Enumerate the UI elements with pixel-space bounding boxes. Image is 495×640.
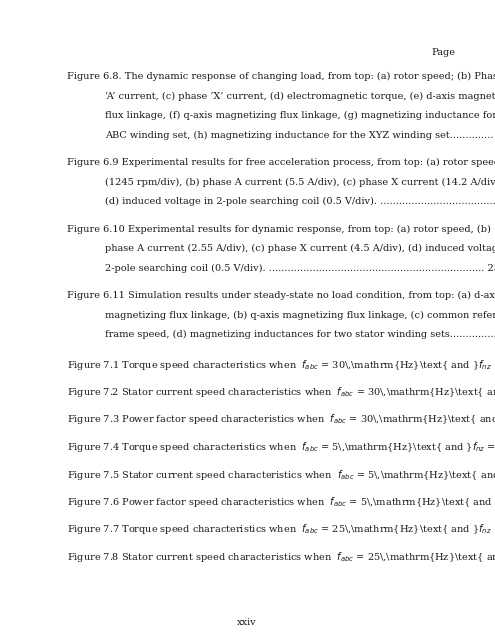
Text: flux linkage, (f) q-axis magnetizing flux linkage, (g) magnetizing inductance fo: flux linkage, (f) q-axis magnetizing flu… [105,111,495,120]
Text: Figure 7.4 Torque speed characteristics when  $f_{abc}$ = 5\,\mathrm{Hz}\text{ a: Figure 7.4 Torque speed characteristics … [67,440,495,454]
Text: ‘A’ current, (c) phase ‘X’ current, (d) electromagnetic torque, (e) d-axis magne: ‘A’ current, (c) phase ‘X’ current, (d) … [105,92,495,101]
Text: xxiv: xxiv [237,618,257,627]
Text: Figure 6.8. The dynamic response of changing load, from top: (a) rotor speed; (b: Figure 6.8. The dynamic response of chan… [67,72,495,81]
Text: Figure 6.9 Experimental results for free acceleration process, from top: (a) rot: Figure 6.9 Experimental results for free… [67,158,495,167]
Text: Page: Page [431,48,455,57]
Text: Figure 7.3 Power factor speed characteristics when  $f_{abc}$ = 30\,\mathrm{Hz}\: Figure 7.3 Power factor speed characteri… [67,413,495,426]
Text: (d) induced voltage in 2-pole searching coil (0.5 V/div). ......................: (d) induced voltage in 2-pole searching … [105,197,495,206]
Text: Figure 6.10 Experimental results for dynamic response, from top: (a) rotor speed: Figure 6.10 Experimental results for dyn… [67,225,491,234]
Text: Figure 7.8 Stator current speed characteristics when  $f_{abc}$ = 25\,\mathrm{Hz: Figure 7.8 Stator current speed characte… [67,550,495,564]
Text: frame speed, (d) magnetizing inductances for two stator winding sets............: frame speed, (d) magnetizing inductances… [105,330,495,339]
Text: Figure 7.5 Stator current speed characteristics when  $f_{abc}$ = 5\,\mathrm{Hz}: Figure 7.5 Stator current speed characte… [67,467,495,481]
Text: (1245 rpm/div), (b) phase A current (5.5 A/div), (c) phase X current (14.2 A/div: (1245 rpm/div), (b) phase A current (5.5… [105,177,495,187]
Text: Figure 7.6 Power factor speed characteristics when  $f_{abc}$ = 5\,\mathrm{Hz}\t: Figure 7.6 Power factor speed characteri… [67,495,495,509]
Text: magnetizing flux linkage, (b) q-axis magnetizing flux linkage, (c) common refere: magnetizing flux linkage, (b) q-axis mag… [105,310,495,319]
Text: Figure 6.11 Simulation results under steady-state no load condition, from top: (: Figure 6.11 Simulation results under ste… [67,291,495,300]
Text: ABC winding set, (h) magnetizing inductance for the XYZ winding set.............: ABC winding set, (h) magnetizing inducta… [105,131,495,140]
Text: Figure 7.7 Torque speed characteristics when  $f_{abc}$ = 25\,\mathrm{Hz}\text{ : Figure 7.7 Torque speed characteristics … [67,522,495,536]
Text: Figure 7.1 Torque speed characteristics when  $f_{abc}$ = 30\,\mathrm{Hz}\text{ : Figure 7.1 Torque speed characteristics … [67,358,495,371]
Text: 2-pole searching coil (0.5 V/div). .............................................: 2-pole searching coil (0.5 V/div). .....… [105,264,495,273]
Text: phase A current (2.55 A/div), (c) phase X current (4.5 A/div), (d) induced volta: phase A current (2.55 A/div), (c) phase … [105,244,495,253]
Text: Figure 7.2 Stator current speed characteristics when  $f_{abc}$ = 30\,\mathrm{Hz: Figure 7.2 Stator current speed characte… [67,385,495,399]
